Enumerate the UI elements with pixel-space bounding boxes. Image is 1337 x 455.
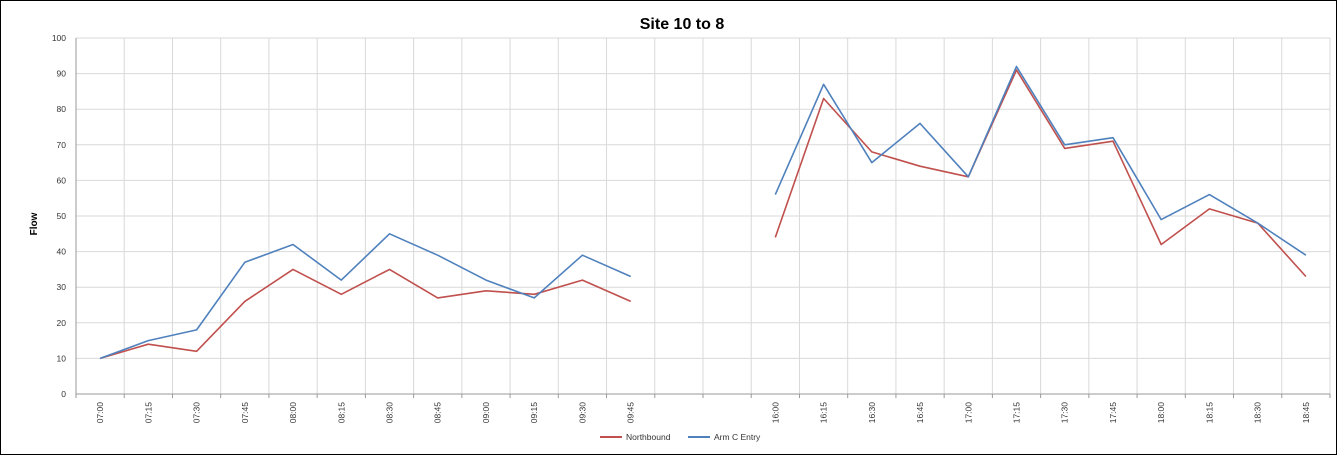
y-tick-label: 80 bbox=[57, 104, 67, 114]
grid bbox=[75, 37, 1331, 394]
y-axis-label: Flow bbox=[29, 212, 40, 235]
series-line bbox=[99, 233, 632, 360]
x-tick-label: 16:00 bbox=[770, 402, 780, 424]
x-tick-label: 08:30 bbox=[385, 402, 395, 424]
legend-label: Northbound bbox=[626, 432, 671, 442]
legend: Northbound Arm C Entry bbox=[600, 432, 761, 442]
y-tick-label: 0 bbox=[61, 389, 66, 399]
y-tick-label: 50 bbox=[57, 211, 67, 221]
y-tick-label: 30 bbox=[57, 282, 67, 292]
series-1 bbox=[99, 65, 1307, 360]
x-tick-label: 18:45 bbox=[1301, 402, 1311, 424]
y-tick-label: 70 bbox=[57, 140, 67, 150]
x-tick-label: 09:00 bbox=[481, 402, 491, 424]
x-tick-label: 17:30 bbox=[1060, 402, 1070, 424]
x-tick-label: 17:00 bbox=[963, 402, 973, 424]
y-tick-label: 20 bbox=[57, 318, 67, 328]
y-tick-label: 90 bbox=[57, 69, 67, 79]
x-tick-label: 09:15 bbox=[529, 402, 539, 424]
x-tick-label: 18:15 bbox=[1204, 402, 1214, 424]
chart-title: Site 10 to 8 bbox=[640, 16, 725, 33]
x-tick-label: 17:15 bbox=[1012, 402, 1022, 424]
x-tick-label: 07:00 bbox=[95, 402, 105, 424]
x-tick-label: 18:30 bbox=[1253, 402, 1263, 424]
legend-label: Arm C Entry bbox=[714, 432, 761, 442]
series-line bbox=[774, 65, 1307, 256]
y-tick-label: 60 bbox=[57, 175, 67, 185]
x-tick-label: 16:30 bbox=[867, 402, 877, 424]
x-tick-label: 07:45 bbox=[240, 402, 250, 424]
axes: 0 10 20 30 40 50 60 70 80 90 100 07:00 07:15 07:30 07:… bbox=[52, 33, 1331, 424]
x-tick-label: 18:00 bbox=[1156, 402, 1166, 424]
series-0 bbox=[99, 69, 1307, 360]
y-tick-label: 100 bbox=[52, 33, 66, 43]
x-tick-label: 09:45 bbox=[626, 402, 636, 424]
x-tick-label: 08:15 bbox=[336, 402, 346, 424]
x-tick-label: 16:45 bbox=[915, 402, 925, 424]
y-tick-label: 40 bbox=[57, 247, 67, 257]
x-tick-label: 08:45 bbox=[433, 402, 443, 424]
series bbox=[99, 65, 1307, 360]
x-tick-label: 09:30 bbox=[577, 402, 587, 424]
series-line bbox=[774, 69, 1307, 278]
x-tick-label: 07:30 bbox=[192, 402, 202, 424]
series-line bbox=[99, 268, 632, 360]
x-tick-label: 17:45 bbox=[1108, 402, 1118, 424]
x-tick-label: 08:00 bbox=[288, 402, 298, 424]
x-tick-label: 16:15 bbox=[819, 402, 829, 424]
y-tick-label: 10 bbox=[57, 353, 67, 363]
x-tick-label: 07:15 bbox=[143, 402, 153, 424]
